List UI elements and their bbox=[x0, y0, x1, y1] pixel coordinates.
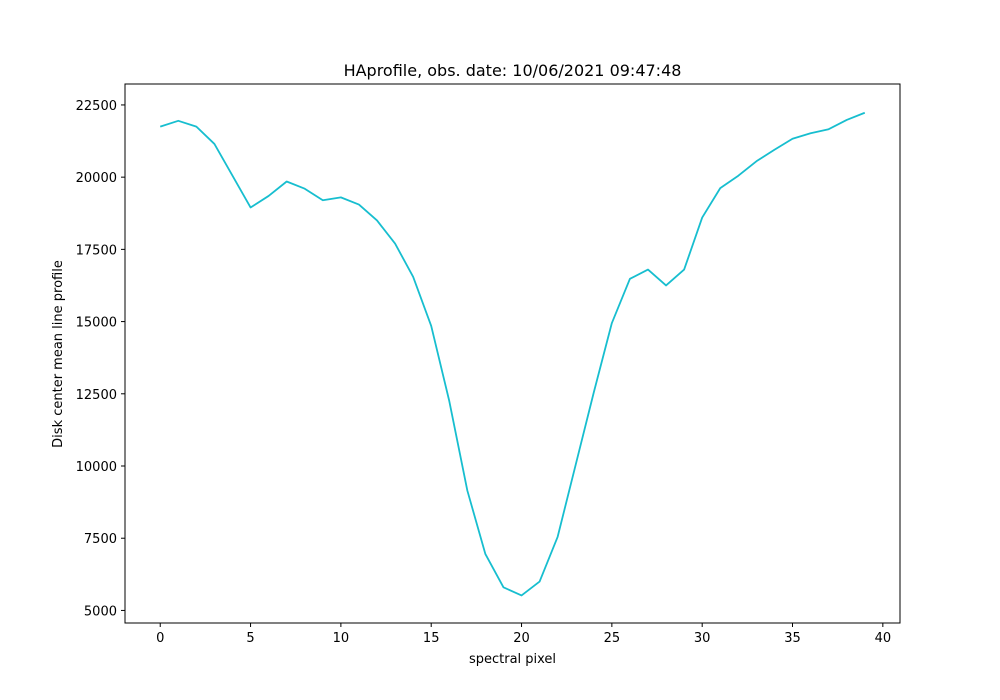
y-axis-label: Disk center mean line profile bbox=[51, 260, 66, 448]
chart-title: HAprofile, obs. date: 10/06/2021 09:47:4… bbox=[344, 61, 682, 80]
x-tick-label: 20 bbox=[513, 631, 530, 646]
x-tick-label: 40 bbox=[875, 631, 892, 646]
x-tick-label: 5 bbox=[246, 631, 254, 646]
x-axis-label: spectral pixel bbox=[469, 652, 556, 667]
x-tick-label: 15 bbox=[423, 631, 440, 646]
y-tick-label: 20000 bbox=[76, 171, 117, 186]
y-tick-label: 17500 bbox=[76, 243, 117, 258]
plot-area bbox=[159, 111, 866, 597]
y-axis: 5000 7500 10000 12500 15000 17500 20000 22500 bbox=[76, 99, 125, 619]
y-tick-label: 5000 bbox=[84, 604, 117, 619]
axes-frame bbox=[124, 83, 901, 624]
y-tick-label: 15000 bbox=[76, 316, 117, 331]
y-tick-label: 10000 bbox=[76, 460, 117, 475]
x-tick-label: 10 bbox=[333, 631, 350, 646]
x-axis: 0 5 10 15 20 25 30 35 40 bbox=[156, 623, 891, 646]
x-tick-label: 25 bbox=[604, 631, 621, 646]
y-tick-label: 22500 bbox=[76, 99, 117, 114]
series-line bbox=[159, 111, 866, 597]
y-tick-label: 12500 bbox=[76, 388, 117, 403]
x-tick-label: 0 bbox=[156, 631, 164, 646]
x-tick-label: 35 bbox=[784, 631, 801, 646]
y-tick-label: 7500 bbox=[84, 532, 117, 547]
x-tick-label: 30 bbox=[694, 631, 711, 646]
